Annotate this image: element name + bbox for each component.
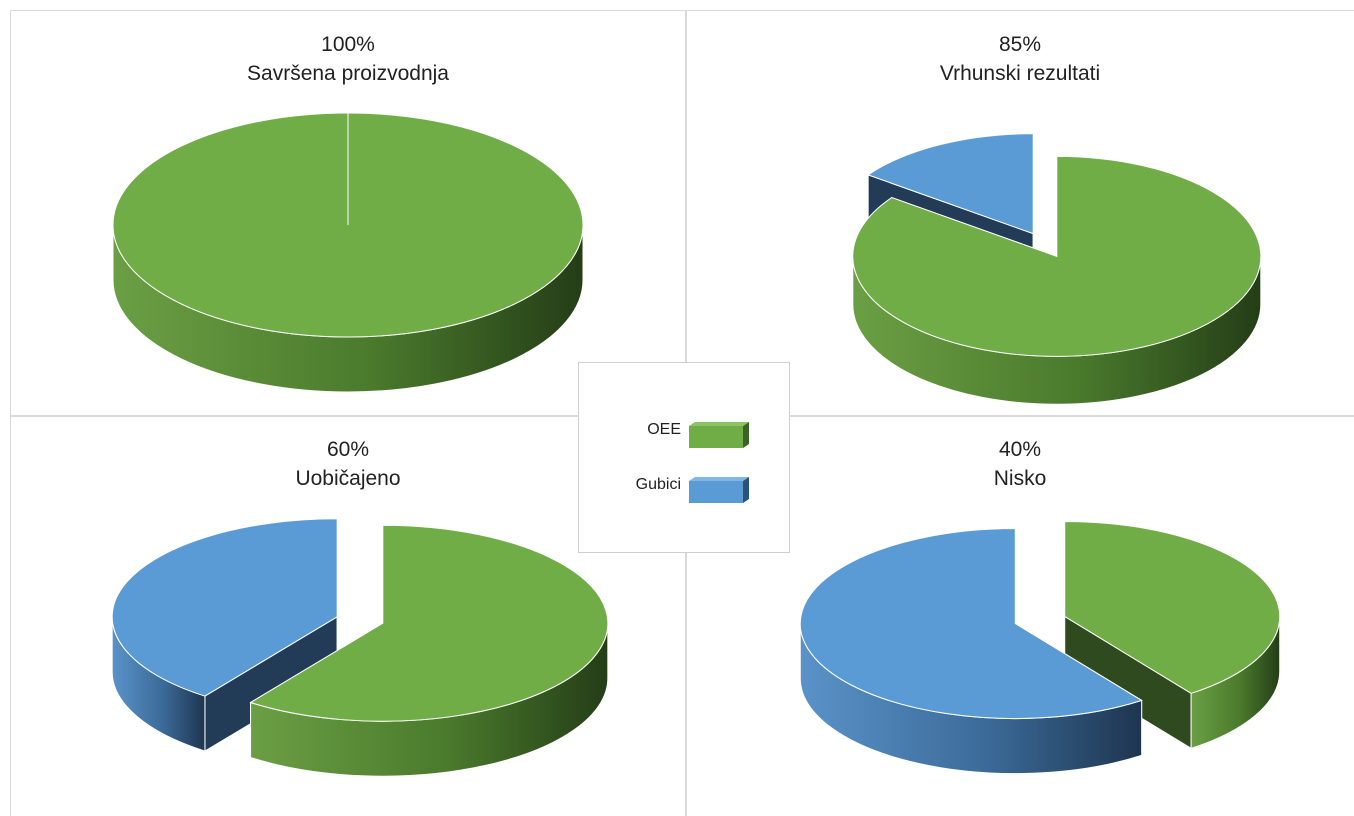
chart-3-slice-oee-top [249,524,609,722]
legend-label-losses: Gubici [635,476,681,493]
chart-3-title-block: 60% Uobičajeno [148,435,548,493]
chart-2-subtitle: Vrhunski rezultati [939,62,1101,85]
chart-2-slice-losses-top [867,133,1034,235]
chart-1-title-block: 100% Savršena proizvodnja [148,30,548,88]
chart-4-title: 40% [998,438,1042,461]
chart-3-slice-losses-top [111,518,338,697]
chart-3-subtitle: Uobičajeno [295,467,401,490]
legend-item-losses: Gubici [579,473,791,503]
chart-4-slice-oee-top [1064,520,1281,694]
chart-1-subtitle: Savršena proizvodnja [247,62,449,85]
legend-item-oee: OEE [579,418,791,448]
pie-chart-4 [799,520,1281,775]
pie-chart-2 [852,133,1262,405]
chart-3-title: 60% [326,438,370,461]
grid-line-left [10,10,11,816]
chart-4-subtitle: Nisko [993,467,1047,490]
chart-2-title: 85% [998,33,1042,56]
legend-label-oee: OEE [647,421,681,438]
chart-2-title-block: 85% Vrhunski rezultati [820,30,1220,88]
pie-chart-1 [112,112,584,393]
chart-4-title-block: 40% Nisko [820,435,1220,493]
chart-4-slice-losses-top [799,528,1143,720]
legend: OEE Gubici [578,362,790,553]
legend-swatch-oee [689,422,749,448]
chart-2-slice-oee-top [852,155,1262,357]
grid-line-top [10,10,1354,11]
pie-chart-3 [111,518,609,777]
chart-1-title: 100% [321,33,375,56]
legend-swatch-losses [689,477,749,503]
